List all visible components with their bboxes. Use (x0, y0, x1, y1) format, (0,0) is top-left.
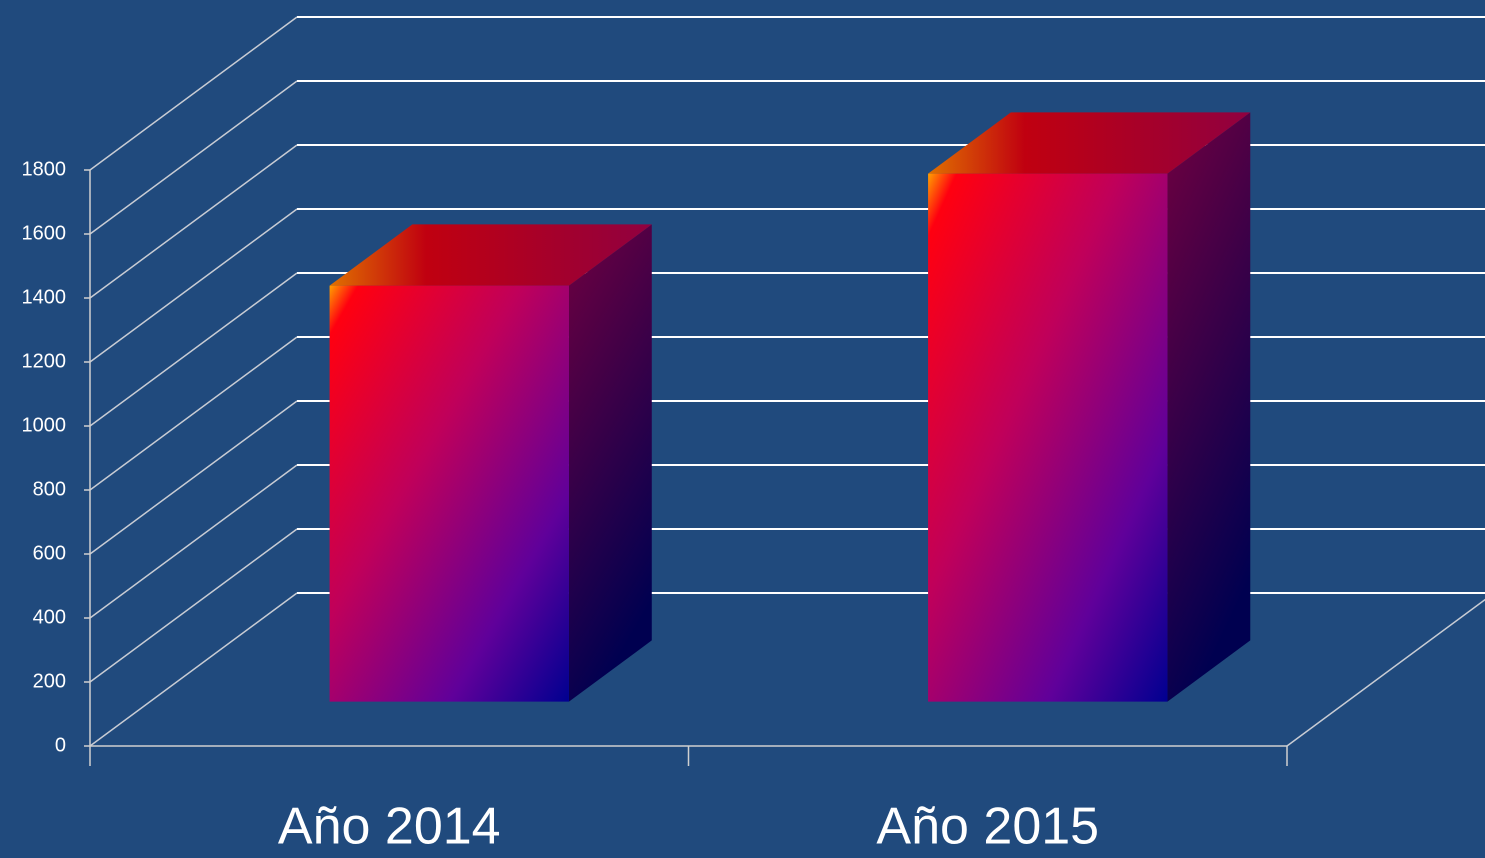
bar-side (568, 224, 652, 702)
grid-line-side (89, 208, 298, 363)
y-tick-label: 1000 (22, 414, 67, 436)
bar-front (329, 285, 569, 702)
grid-line-side (89, 80, 298, 235)
y-tick-label: 0 (55, 734, 66, 756)
y-tick-label: 1400 (22, 286, 67, 308)
x-tick-label: Año 2014 (278, 798, 501, 856)
y-tick-label: 1800 (22, 158, 67, 180)
grid-line-side (89, 464, 298, 619)
y-tick-label: 400 (33, 606, 66, 628)
bar (928, 112, 1251, 702)
y-tick-label: 200 (33, 670, 66, 692)
y-tick-label: 1600 (22, 222, 67, 244)
bar-top (329, 224, 652, 286)
grid-line-side (89, 272, 298, 427)
bar-front (928, 173, 1168, 702)
bar-top (928, 112, 1251, 174)
y-tick-label: 600 (33, 542, 66, 564)
grid-line-side (89, 528, 298, 683)
bar-side (1167, 112, 1251, 702)
grid-line-side (89, 16, 298, 171)
x-tick-label: Año 2015 (876, 798, 1099, 856)
grid-line-side (89, 400, 298, 555)
floor-edge (1286, 598, 1485, 747)
grid-line-side (89, 592, 298, 747)
grid-line-side (89, 144, 298, 299)
bar (329, 224, 652, 702)
y-tick-label: 1200 (22, 350, 67, 372)
grid-line-side (89, 336, 298, 491)
y-tick-label: 800 (33, 478, 66, 500)
